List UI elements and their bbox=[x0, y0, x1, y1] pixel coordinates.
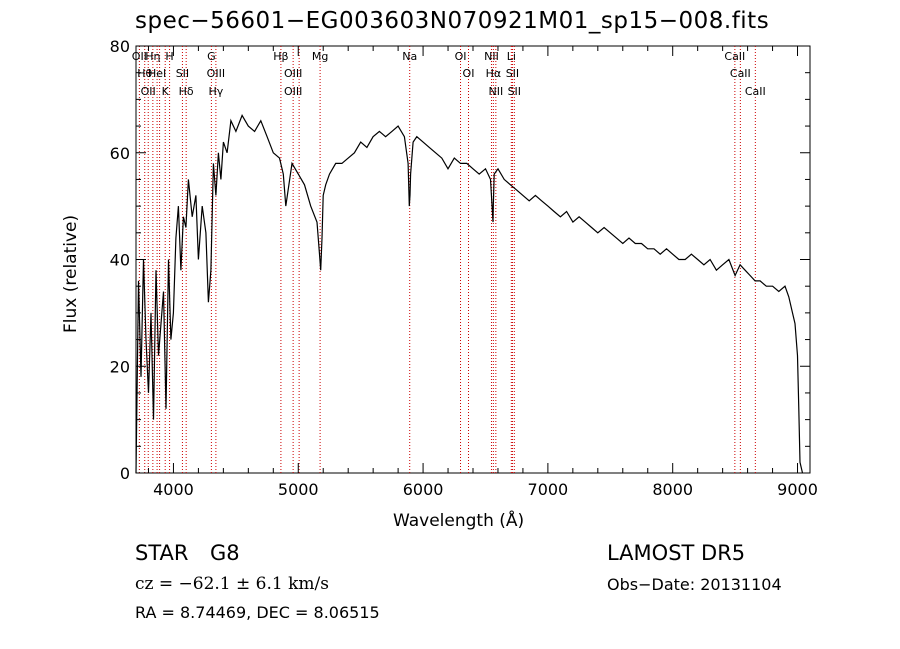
object-subclass: G8 bbox=[210, 541, 240, 565]
line-label: Li bbox=[507, 50, 516, 63]
line-label: Hγ bbox=[208, 85, 223, 98]
y-tick-label: 20 bbox=[110, 357, 130, 376]
plot-frame bbox=[135, 45, 811, 474]
x-tick-label: 6000 bbox=[403, 480, 444, 499]
x-axis-label: Wavelength (Å) bbox=[393, 511, 525, 531]
line-label: OIII bbox=[284, 85, 302, 98]
line-label: Hθ bbox=[137, 67, 152, 80]
y-tick-label: 60 bbox=[110, 144, 130, 163]
line-label: SII bbox=[176, 67, 189, 80]
line-label: Hη bbox=[145, 50, 160, 63]
line-label: CaII bbox=[724, 50, 745, 63]
y-axis-label: Flux (relative) bbox=[61, 214, 81, 333]
line-label: NII bbox=[484, 50, 499, 63]
line-label: G bbox=[207, 50, 216, 63]
line-label: Na bbox=[402, 50, 417, 63]
observation-date: Obs−Date: 20131104 bbox=[607, 575, 782, 594]
spectrum-line bbox=[135, 114, 804, 474]
line-label: CaII bbox=[745, 85, 766, 98]
y-tick-label: 0 bbox=[120, 464, 130, 483]
line-label: OI bbox=[455, 50, 467, 63]
line-label: OIII bbox=[207, 67, 225, 80]
line-label: Hα bbox=[486, 67, 502, 80]
coordinates: RA = 8.74469, DEC = 8.06515 bbox=[135, 603, 380, 622]
object-class: STAR bbox=[135, 541, 189, 565]
line-label: Hβ bbox=[273, 50, 288, 63]
line-label: K bbox=[162, 85, 170, 98]
line-label: OIII bbox=[284, 67, 302, 80]
line-label: Hδ bbox=[179, 85, 194, 98]
line-label: HeI bbox=[148, 67, 166, 80]
x-tick-label: 4000 bbox=[153, 480, 194, 499]
y-tick-label: 40 bbox=[110, 251, 130, 270]
line-label: OII bbox=[132, 50, 147, 63]
redshift-velocity: cz = −62.1 ± 6.1 km/s bbox=[135, 574, 329, 594]
line-label: SII bbox=[508, 85, 521, 98]
line-label: H bbox=[165, 50, 173, 63]
x-tick-label: 9000 bbox=[777, 480, 818, 499]
y-tick-label: 80 bbox=[110, 37, 130, 56]
line-label: OI bbox=[463, 67, 475, 80]
line-label: SII bbox=[506, 67, 519, 80]
chart-title: spec−56601−EG003603N070921M01_sp15−008.f… bbox=[135, 8, 770, 34]
x-tick-label: 5000 bbox=[278, 480, 319, 499]
line-label: OII bbox=[141, 85, 156, 98]
line-label: CaII bbox=[730, 67, 751, 80]
survey-name: LAMOST DR5 bbox=[607, 541, 746, 565]
x-tick-label: 7000 bbox=[528, 480, 569, 499]
line-label: Mg bbox=[312, 50, 328, 63]
x-tick-label: 8000 bbox=[652, 480, 693, 499]
line-label: NII bbox=[488, 85, 503, 98]
